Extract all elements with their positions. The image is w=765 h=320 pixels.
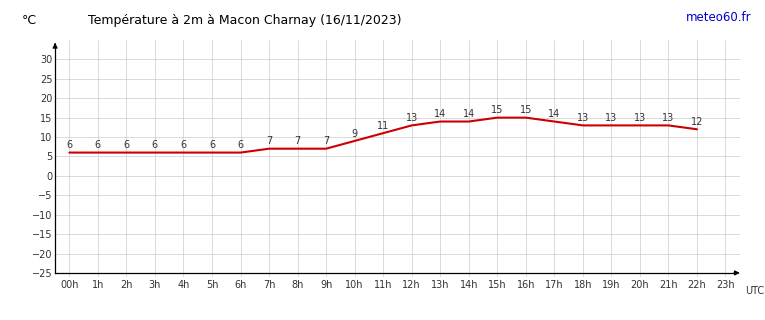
Text: °C: °C — [21, 14, 37, 28]
Text: 12: 12 — [691, 117, 703, 127]
Text: 11: 11 — [377, 121, 389, 131]
Text: 7: 7 — [323, 136, 329, 146]
Text: 13: 13 — [577, 113, 589, 123]
Text: UTC: UTC — [745, 286, 764, 296]
Text: 14: 14 — [463, 109, 475, 119]
Text: 7: 7 — [295, 136, 301, 146]
Text: 6: 6 — [181, 140, 187, 150]
Text: Température à 2m à Macon Charnay (16/11/2023): Température à 2m à Macon Charnay (16/11/… — [88, 14, 402, 28]
Text: 6: 6 — [123, 140, 129, 150]
Text: 6: 6 — [237, 140, 243, 150]
Text: 9: 9 — [352, 129, 358, 139]
Text: 14: 14 — [549, 109, 561, 119]
Text: 14: 14 — [434, 109, 446, 119]
Text: 6: 6 — [95, 140, 101, 150]
Text: 6: 6 — [152, 140, 158, 150]
Text: 7: 7 — [266, 136, 272, 146]
Text: 6: 6 — [67, 140, 73, 150]
Text: 13: 13 — [662, 113, 675, 123]
Text: 15: 15 — [519, 105, 532, 115]
Text: 15: 15 — [491, 105, 503, 115]
Text: 13: 13 — [605, 113, 617, 123]
Text: meteo60.fr: meteo60.fr — [685, 11, 751, 24]
Text: 13: 13 — [633, 113, 646, 123]
Text: 6: 6 — [209, 140, 215, 150]
Text: 13: 13 — [405, 113, 418, 123]
